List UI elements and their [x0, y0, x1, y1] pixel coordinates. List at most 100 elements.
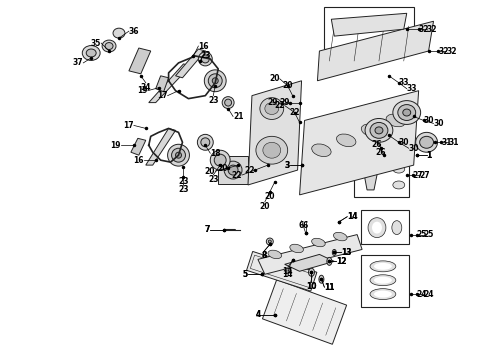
Ellipse shape	[403, 109, 411, 116]
Text: 19: 19	[110, 141, 121, 150]
Text: 1: 1	[427, 151, 432, 160]
Text: 17: 17	[123, 121, 134, 130]
Text: 16: 16	[133, 156, 144, 165]
Text: 11: 11	[324, 283, 335, 292]
Polygon shape	[258, 235, 362, 274]
Text: 10: 10	[306, 282, 317, 291]
Text: 4: 4	[256, 310, 261, 319]
Ellipse shape	[168, 144, 190, 166]
Ellipse shape	[312, 238, 325, 247]
Ellipse shape	[265, 103, 279, 114]
Bar	[361, 255, 409, 307]
Ellipse shape	[370, 289, 396, 300]
Ellipse shape	[260, 98, 284, 120]
Text: 22: 22	[290, 108, 300, 117]
Ellipse shape	[268, 250, 282, 258]
Ellipse shape	[102, 40, 116, 52]
Ellipse shape	[393, 165, 405, 173]
Ellipse shape	[319, 275, 324, 283]
Ellipse shape	[386, 114, 406, 127]
Text: 16: 16	[198, 41, 209, 50]
Bar	[263, 280, 346, 344]
Polygon shape	[299, 91, 418, 195]
Text: 10: 10	[306, 282, 317, 291]
Ellipse shape	[210, 150, 230, 170]
Ellipse shape	[212, 78, 218, 84]
Ellipse shape	[398, 105, 416, 121]
Polygon shape	[146, 129, 175, 165]
Text: 11: 11	[324, 283, 335, 292]
Text: 14: 14	[347, 212, 358, 221]
Text: 20: 20	[282, 81, 293, 90]
Ellipse shape	[208, 74, 222, 88]
Text: 32: 32	[439, 46, 449, 55]
Ellipse shape	[370, 122, 388, 138]
Ellipse shape	[370, 275, 396, 286]
Text: 24: 24	[424, 289, 434, 298]
Text: 14: 14	[282, 267, 293, 276]
Text: 6: 6	[303, 221, 308, 230]
Polygon shape	[131, 138, 146, 155]
Ellipse shape	[337, 134, 356, 147]
Polygon shape	[156, 76, 169, 92]
Bar	[354, 149, 409, 197]
Ellipse shape	[222, 96, 234, 109]
Polygon shape	[361, 158, 377, 190]
Polygon shape	[149, 64, 191, 103]
Text: 14: 14	[347, 212, 358, 221]
Ellipse shape	[86, 49, 96, 57]
Ellipse shape	[361, 124, 381, 137]
Text: 24: 24	[416, 289, 427, 298]
Text: 30: 30	[399, 138, 409, 147]
Text: 20: 20	[205, 167, 215, 176]
Ellipse shape	[312, 144, 331, 157]
Ellipse shape	[365, 118, 393, 142]
Text: 20: 20	[269, 74, 280, 83]
Text: 19: 19	[137, 86, 148, 95]
Text: 37: 37	[73, 58, 83, 67]
Text: 22: 22	[231, 171, 242, 180]
Text: 29: 29	[267, 98, 278, 107]
Text: 23: 23	[208, 96, 219, 105]
Ellipse shape	[269, 240, 271, 243]
Ellipse shape	[375, 127, 383, 134]
Ellipse shape	[372, 222, 382, 234]
Bar	[324, 7, 414, 49]
Polygon shape	[318, 21, 434, 81]
Text: 26: 26	[376, 148, 386, 157]
Text: 31: 31	[441, 138, 452, 147]
Text: 23: 23	[178, 177, 189, 186]
Text: 25: 25	[416, 230, 427, 239]
Ellipse shape	[263, 142, 281, 158]
Text: 30: 30	[424, 116, 434, 125]
Bar	[250, 255, 313, 287]
Text: 8: 8	[261, 251, 267, 260]
Ellipse shape	[419, 136, 434, 148]
Text: 21: 21	[233, 112, 244, 121]
Text: 20: 20	[218, 163, 228, 172]
Text: 20: 20	[260, 202, 270, 211]
Text: 27: 27	[413, 171, 423, 180]
Ellipse shape	[374, 263, 392, 270]
Ellipse shape	[374, 277, 392, 284]
Bar	[246, 251, 317, 291]
Ellipse shape	[309, 268, 315, 276]
Ellipse shape	[368, 218, 386, 238]
Text: 13: 13	[341, 248, 352, 257]
Ellipse shape	[290, 244, 303, 253]
Text: 30: 30	[409, 144, 419, 153]
Ellipse shape	[113, 28, 125, 38]
Ellipse shape	[334, 232, 347, 241]
Text: 5: 5	[243, 270, 248, 279]
Ellipse shape	[201, 55, 209, 63]
Text: 31: 31	[448, 138, 459, 147]
Text: 30: 30	[434, 119, 444, 128]
Text: 3: 3	[284, 161, 290, 170]
Ellipse shape	[224, 99, 232, 106]
Ellipse shape	[82, 46, 100, 60]
Ellipse shape	[356, 153, 368, 161]
Text: 6: 6	[299, 221, 304, 230]
Text: 13: 13	[341, 248, 352, 257]
Ellipse shape	[197, 134, 213, 150]
Ellipse shape	[374, 291, 392, 298]
